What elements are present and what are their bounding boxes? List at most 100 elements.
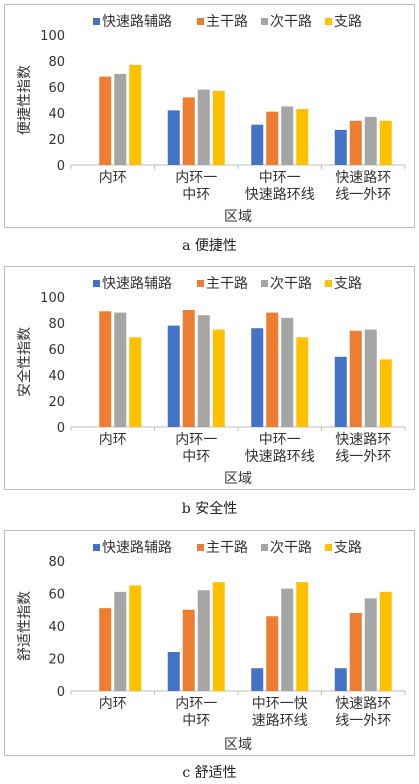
legend-swatch [93,280,100,287]
caption-b: b 安全性 [181,501,238,517]
x-tick-label: 快速路环线 [245,187,315,203]
bar [266,111,279,165]
y-tick-label: 80 [48,555,65,570]
x-tick-label: 快速路环线 [245,449,315,465]
legend-item: 次干路 [261,540,312,556]
bar [349,330,362,427]
legend: 快速路辅路 主干路 次干路 支路 [93,276,362,292]
x-tick-label: 内环一 [175,696,217,712]
y-tick-label: 20 [48,395,65,410]
bar [349,613,362,691]
bar [281,317,294,427]
legend-swatch [197,544,204,551]
legend-label: 支路 [334,276,362,292]
legend-swatch [93,544,100,551]
bar [296,582,309,691]
bar [296,109,309,165]
bar [364,598,377,691]
bar [114,312,127,427]
legend-item: 支路 [325,276,362,292]
x-tick-label: 中环 [182,187,210,203]
x-tick-label: 中环 [182,713,210,729]
bar [182,97,195,165]
bar [182,310,195,427]
y-tick-label: 60 [48,81,65,96]
y-tick-label: 40 [48,107,65,122]
x-axis-title: 区域 [224,737,252,753]
bar [334,129,347,165]
legend: 快速路辅路 主干路 次干路 支路 [93,14,362,30]
x-tick-label: 内环 [99,696,127,712]
legend-swatch [197,280,204,287]
legend-label: 快速路辅路 [102,14,172,30]
legend-item: 支路 [325,14,362,30]
bar [251,668,264,691]
x-tick-label: 线一外环 [335,187,391,203]
bar [251,124,264,165]
bar [182,609,195,691]
y-tick-label: 20 [48,653,65,668]
y-tick-label: 60 [48,588,65,603]
bar [379,591,392,691]
x-tick-label: 中环一 [259,170,301,186]
legend-item: 支路 [325,540,362,556]
legend-item: 快速路辅路 [93,276,172,292]
bar [349,120,362,165]
legend-item: 主干路 [197,540,248,556]
legend-item: 主干路 [197,14,248,30]
bar [334,356,347,427]
legend: 快速路辅路 主干路 次干路 支路 [93,540,362,556]
bar [266,312,279,427]
x-tick-label: 快速路环 [335,696,391,712]
bar [379,120,392,165]
x-axis-title: 区域 [224,471,252,487]
bar [167,652,180,691]
y-axis-title: 安全性指数 [16,327,33,397]
legend-label: 次干路 [270,540,312,556]
bar [212,329,225,427]
y-axis-title: 便捷性指数 [17,65,33,135]
caption-c: c 舒适性 [182,765,237,781]
chart-panel-b: 快速路辅路 主干路 次干路 支路 安全性指数 0 20 40 60 80 100 内环 内环一 中环 中环一… [4,266,415,490]
legend-item: 次干路 [261,14,312,30]
y-tick-label: 100 [40,29,65,44]
bar [212,90,225,165]
y-tick-label: 40 [48,620,65,635]
x-tick-label: 快速路环 [335,170,391,186]
x-tick-label: 内环 [99,432,127,448]
bar [129,337,142,427]
legend-swatch [261,18,268,25]
bar [167,110,180,165]
x-tick-label: 中环一 [259,432,301,448]
bar [129,585,142,691]
bar [114,591,127,691]
legend-swatch [325,544,332,551]
bar [296,337,309,427]
y-axis-title: 舒适性指数 [17,591,33,661]
bar [212,582,225,691]
legend-item: 快速路辅路 [93,14,172,30]
x-tick-label: 内环一 [175,170,217,186]
bar [99,311,112,427]
y-tick-label: 40 [48,369,65,384]
x-axis-title: 区域 [224,209,252,225]
x-tick-label: 内环一 [175,432,217,448]
legend-swatch [93,18,100,25]
legend-label: 主干路 [206,540,248,556]
y-tick-label: 60 [48,343,65,358]
legend-label: 支路 [334,14,362,30]
bar [197,315,210,427]
legend-label: 快速路辅路 [102,540,172,556]
legend-label: 次干路 [270,276,312,292]
bar [364,329,377,427]
x-tick-label: 中环 [182,449,210,465]
bar [197,590,210,691]
legend-label: 快速路辅路 [102,276,172,292]
bar [364,116,377,165]
bar [167,325,180,427]
x-tick-label: 快速路环 [335,432,391,448]
bar [281,106,294,165]
